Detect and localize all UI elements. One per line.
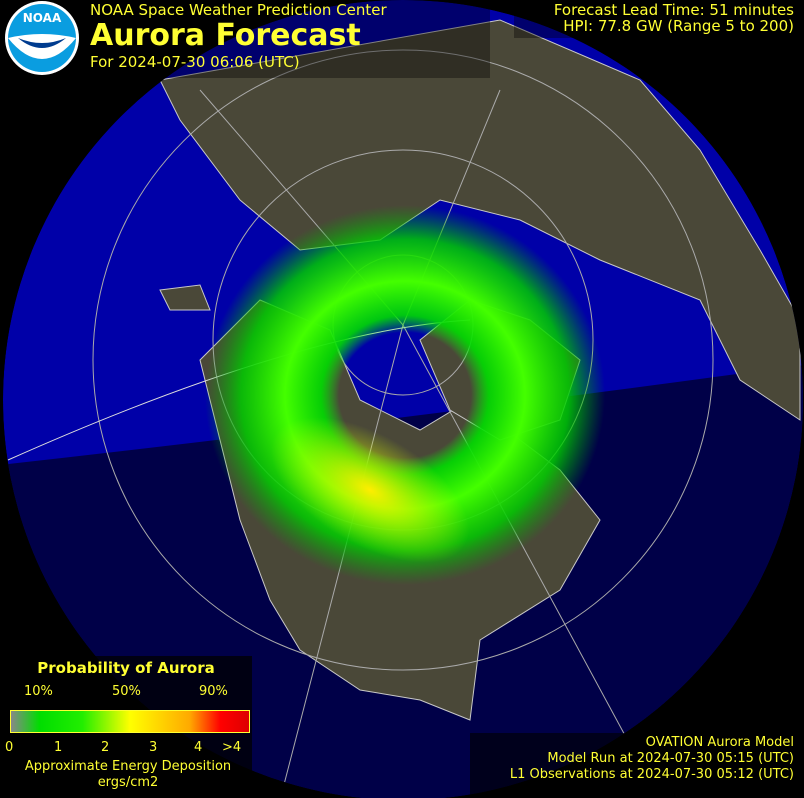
legend-tick: 4 <box>194 740 203 755</box>
legend-unit-label: ergs/cm2 <box>97 775 159 790</box>
legend-percent-label: 50% <box>112 684 141 699</box>
forecast-time: For 2024-07-30 06:06 (UTC) <box>90 53 300 71</box>
organization-name: NOAA Space Weather Prediction Center <box>90 1 387 19</box>
model-run-time: Model Run at 2024-07-30 05:15 (UTC) <box>547 751 794 766</box>
legend-energy-label: Approximate Energy Deposition <box>24 759 232 774</box>
status-backdrop <box>514 0 804 38</box>
model-name: OVATION Aurora Model <box>645 735 794 750</box>
footer-backdrop <box>470 733 804 798</box>
legend-tick: 2 <box>101 740 110 755</box>
svg-text:NOAA: NOAA <box>23 11 62 25</box>
header-backdrop <box>86 0 490 78</box>
legend-color-bar <box>10 710 250 733</box>
legend-tick: 1 <box>54 740 63 755</box>
legend-tick: 0 <box>5 740 14 755</box>
noaa-logo: NOAA <box>5 1 79 75</box>
legend-title: Probability of Aurora <box>37 659 215 677</box>
l1-observation-time: L1 Observations at 2024-07-30 05:12 (UTC… <box>509 767 794 782</box>
legend-percent-label: 10% <box>24 684 53 699</box>
aurora-peak <box>270 417 470 563</box>
legend-tick: 3 <box>149 740 158 755</box>
legend-tick: >4 <box>222 740 242 755</box>
legend-percent-label: 90% <box>199 684 228 699</box>
legend: Probability of Aurora 10% 50% 90% 0 1 2 … <box>0 656 252 798</box>
forecast-lead-time: Forecast Lead Time: 51 minutes <box>553 1 794 19</box>
hemispheric-power-index: HPI: 77.8 GW (Range 5 to 200) <box>563 17 794 35</box>
page-title: Aurora Forecast <box>90 18 361 53</box>
